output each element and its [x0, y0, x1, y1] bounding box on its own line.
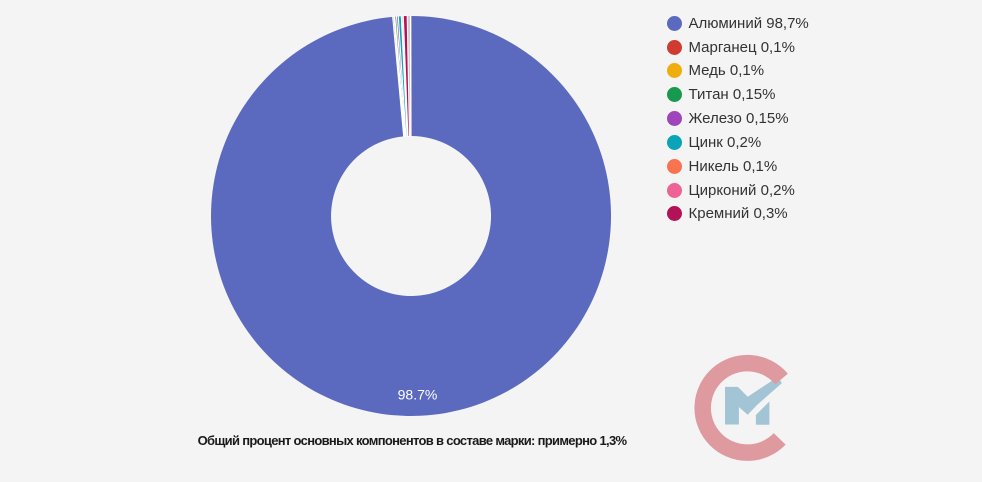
- svg-text:98.7%: 98.7%: [398, 386, 438, 402]
